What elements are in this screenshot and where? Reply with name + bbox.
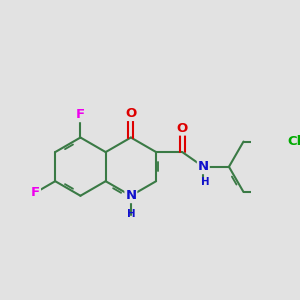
Text: O: O	[177, 122, 188, 135]
Text: H: H	[201, 177, 209, 187]
Text: H: H	[128, 209, 136, 219]
Text: O: O	[125, 107, 136, 120]
Text: N: N	[125, 189, 136, 202]
Text: Cl: Cl	[287, 135, 300, 148]
Text: N: N	[198, 160, 209, 173]
Text: F: F	[31, 186, 40, 199]
Text: F: F	[76, 108, 85, 121]
